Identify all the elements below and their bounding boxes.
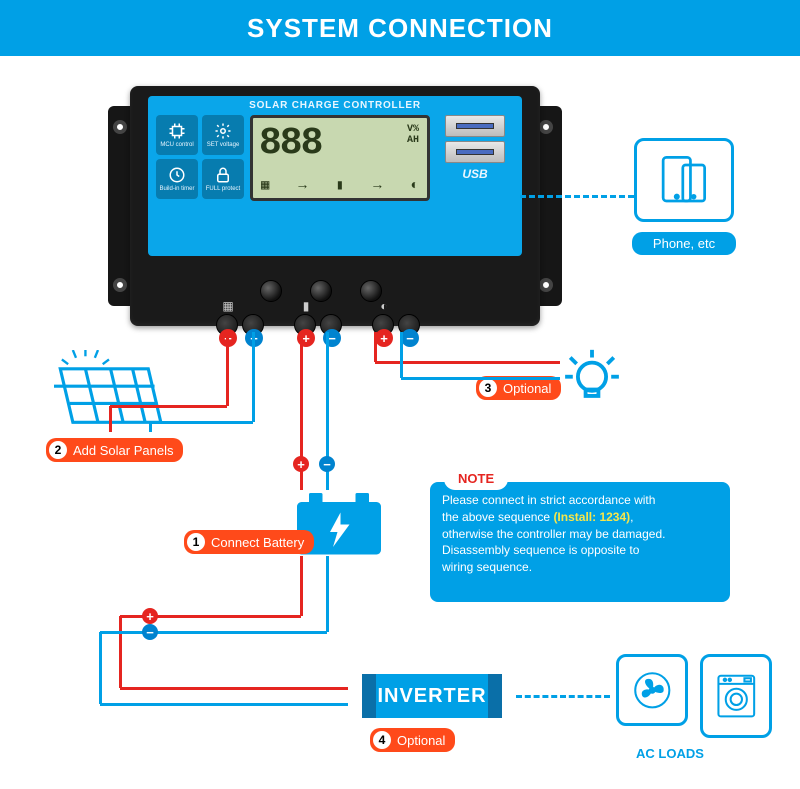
phone-tablet-icon: [634, 138, 734, 222]
lcd-flow-icons: ▦→▮→◐: [261, 177, 419, 194]
controller-device: SOLAR CHARGE CONTROLLER MCU controlSET v…: [130, 86, 540, 326]
note-box: NOTE Please connect in strict accordance…: [430, 482, 730, 602]
note-tab: NOTE: [444, 468, 508, 490]
washer-icon: [700, 654, 772, 738]
feature-chip-icon: MCU control: [156, 115, 198, 155]
usb-port-2: [445, 141, 505, 163]
faceplate: SOLAR CHARGE CONTROLLER MCU controlSET v…: [148, 96, 522, 256]
phone-label: Phone, etc: [632, 232, 736, 255]
feature-clock-icon: Build-in timer: [156, 159, 198, 199]
step-1-badge: 1 Connect Battery: [184, 530, 314, 554]
feature-gear-icon: SET voltage: [202, 115, 244, 155]
inverter-box: INVERTER: [362, 674, 502, 718]
lightbulb-icon: [560, 346, 624, 410]
ac-loads-label: AC LOADS: [636, 746, 704, 761]
step-2-badge: 2 Add Solar Panels: [46, 438, 183, 462]
terminal-row: ▦+−▮+−◐+−: [216, 314, 420, 336]
step-4-badge: 4 Optional: [370, 728, 455, 752]
page-title: SYSTEM CONNECTION: [247, 13, 553, 44]
device-title: SOLAR CHARGE CONTROLLER: [156, 100, 514, 111]
feature-lock-icon: FULL protect: [202, 159, 244, 199]
usb-label: USB: [462, 167, 487, 181]
header: SYSTEM CONNECTION: [0, 0, 800, 56]
fan-icon: [616, 654, 688, 726]
usb-port-1: [445, 115, 505, 137]
usb-block: USB: [436, 115, 514, 201]
diagram-canvas: SOLAR CHARGE CONTROLLER MCU controlSET v…: [0, 56, 800, 789]
lcd-segments: 888: [259, 122, 421, 165]
control-knobs: [260, 280, 382, 302]
lcd-screen: 888 V% AH ▦→▮→◐: [250, 115, 430, 201]
